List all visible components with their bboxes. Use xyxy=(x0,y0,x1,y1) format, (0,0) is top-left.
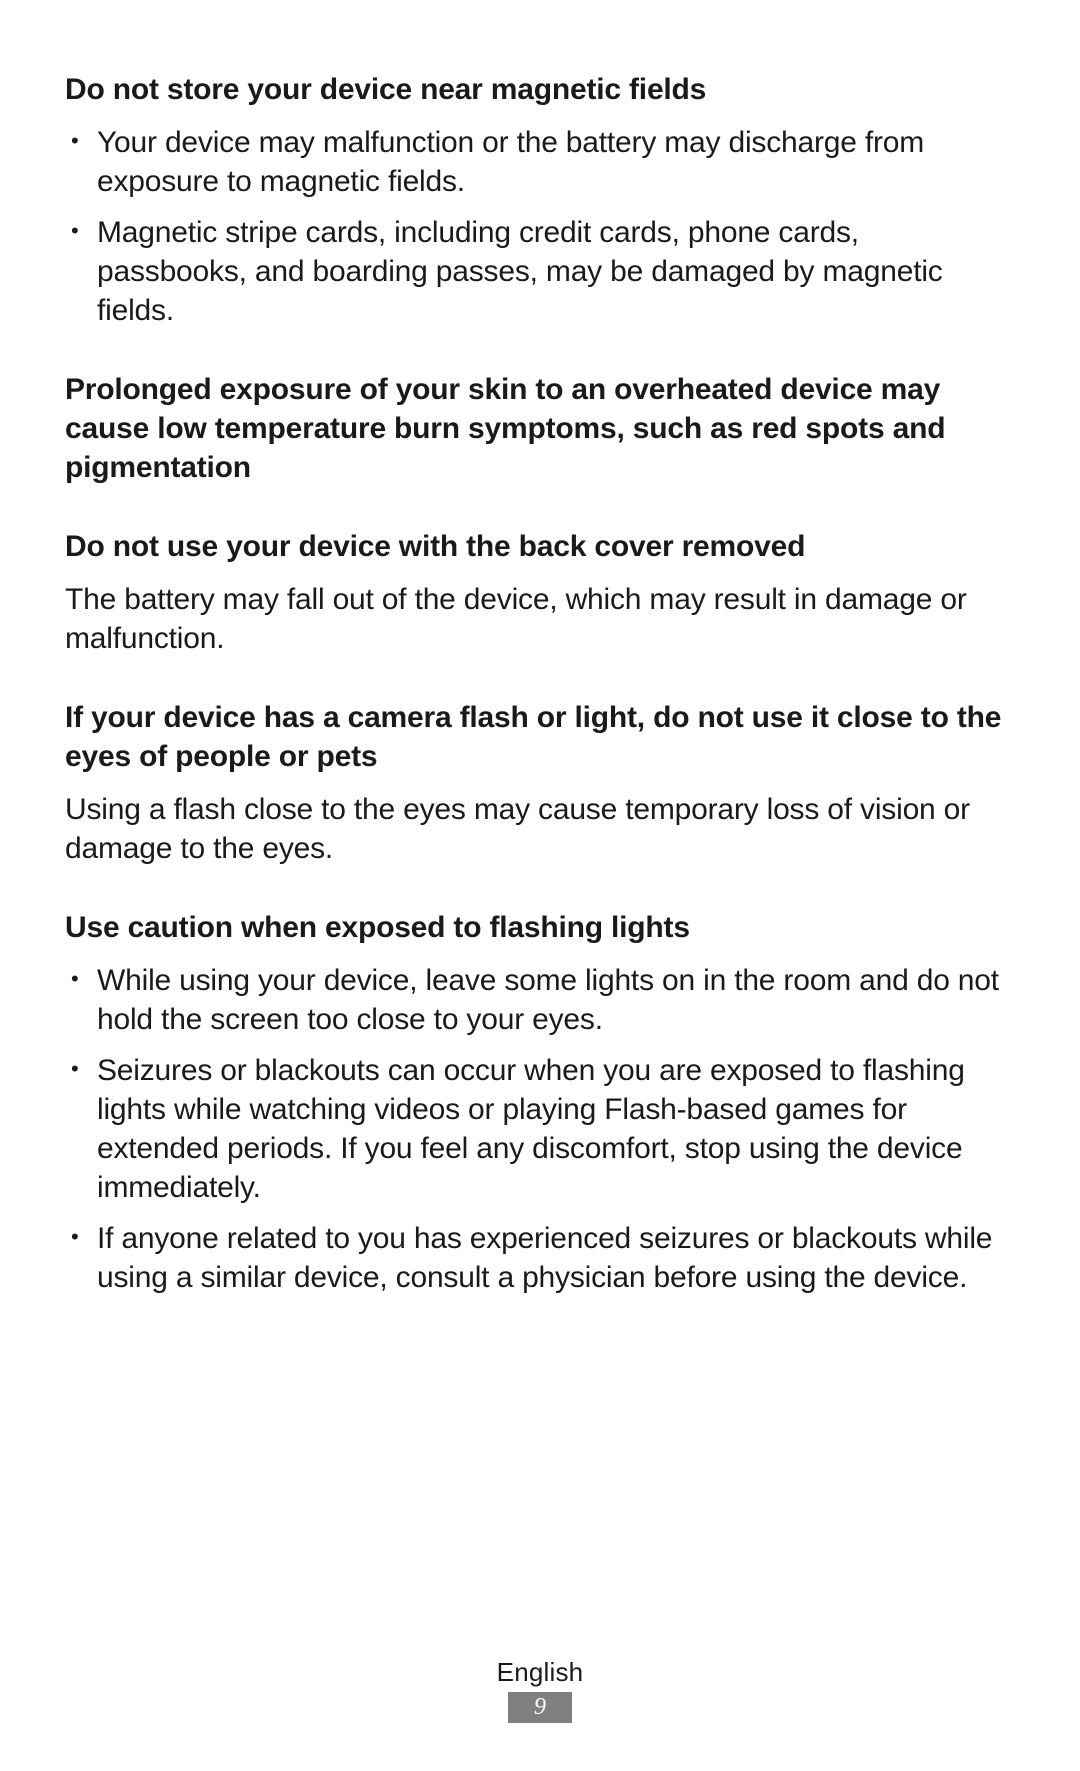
footer-language: English xyxy=(0,1657,1080,1688)
list-item: Your device may malfunction or the batte… xyxy=(65,123,1015,201)
body-text: The battery may fall out of the device, … xyxy=(65,580,1015,658)
body-text: Using a flash close to the eyes may caus… xyxy=(65,790,1015,868)
section-heading: If your device has a camera flash or lig… xyxy=(65,698,1015,776)
section-heading: Use caution when exposed to flashing lig… xyxy=(65,908,1015,947)
list-item: Seizures or blackouts can occur when you… xyxy=(65,1051,1015,1207)
document-page: Do not store your device near magnetic f… xyxy=(0,0,1080,1297)
section-heading: Do not store your device near magnetic f… xyxy=(65,70,1015,109)
section-heading: Do not use your device with the back cov… xyxy=(65,527,1015,566)
list-item: If anyone related to you has experienced… xyxy=(65,1219,1015,1297)
page-number: 9 xyxy=(508,1692,572,1723)
list-item: Magnetic stripe cards, including credit … xyxy=(65,213,1015,330)
bullet-list: While using your device, leave some ligh… xyxy=(65,961,1015,1297)
list-item: While using your device, leave some ligh… xyxy=(65,961,1015,1039)
page-footer: English 9 xyxy=(0,1657,1080,1723)
bullet-list: Your device may malfunction or the batte… xyxy=(65,123,1015,330)
section-heading: Prolonged exposure of your skin to an ov… xyxy=(65,370,1015,487)
